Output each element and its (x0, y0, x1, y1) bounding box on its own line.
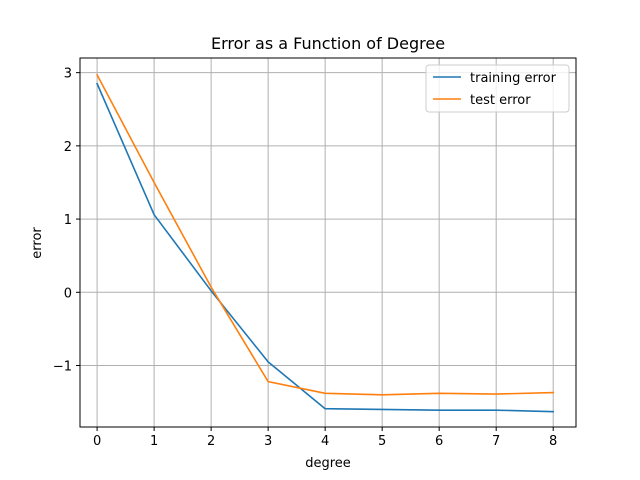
grid (80, 58, 576, 427)
axis-ticks: 0 1 2 3 4 5 6 7 8 −1 0 1 2 3 (53, 67, 558, 449)
x-tick-label: 8 (549, 434, 557, 449)
data-lines (96, 73, 555, 413)
series-line-test-error (96, 73, 555, 396)
y-tick-label: 2 (64, 140, 72, 155)
legend-label: training error (470, 71, 557, 86)
y-tick-label: 0 (64, 286, 72, 301)
y-axis-label: error (30, 227, 45, 259)
x-tick-label: 3 (264, 434, 272, 449)
y-tick-label: −1 (53, 360, 72, 375)
x-tick-label: 6 (435, 434, 443, 449)
plot-frame (79, 57, 577, 428)
x-tick-label: 2 (207, 434, 215, 449)
legend-box (425, 64, 570, 113)
x-tick-label: 1 (150, 434, 158, 449)
legend: training error test error (425, 64, 570, 113)
x-tick-label: 7 (492, 434, 500, 449)
x-tick-label: 0 (93, 434, 101, 449)
y-tick-label: 1 (64, 213, 72, 228)
x-tick-label: 4 (321, 434, 329, 449)
series-line-training-error (96, 82, 555, 413)
x-axis-label: degree (305, 456, 351, 471)
y-tick-label: 3 (64, 67, 72, 82)
x-tick-label: 5 (378, 434, 386, 449)
chart-title: Error as a Function of Degree (211, 34, 445, 53)
legend-label: test error (470, 93, 531, 108)
